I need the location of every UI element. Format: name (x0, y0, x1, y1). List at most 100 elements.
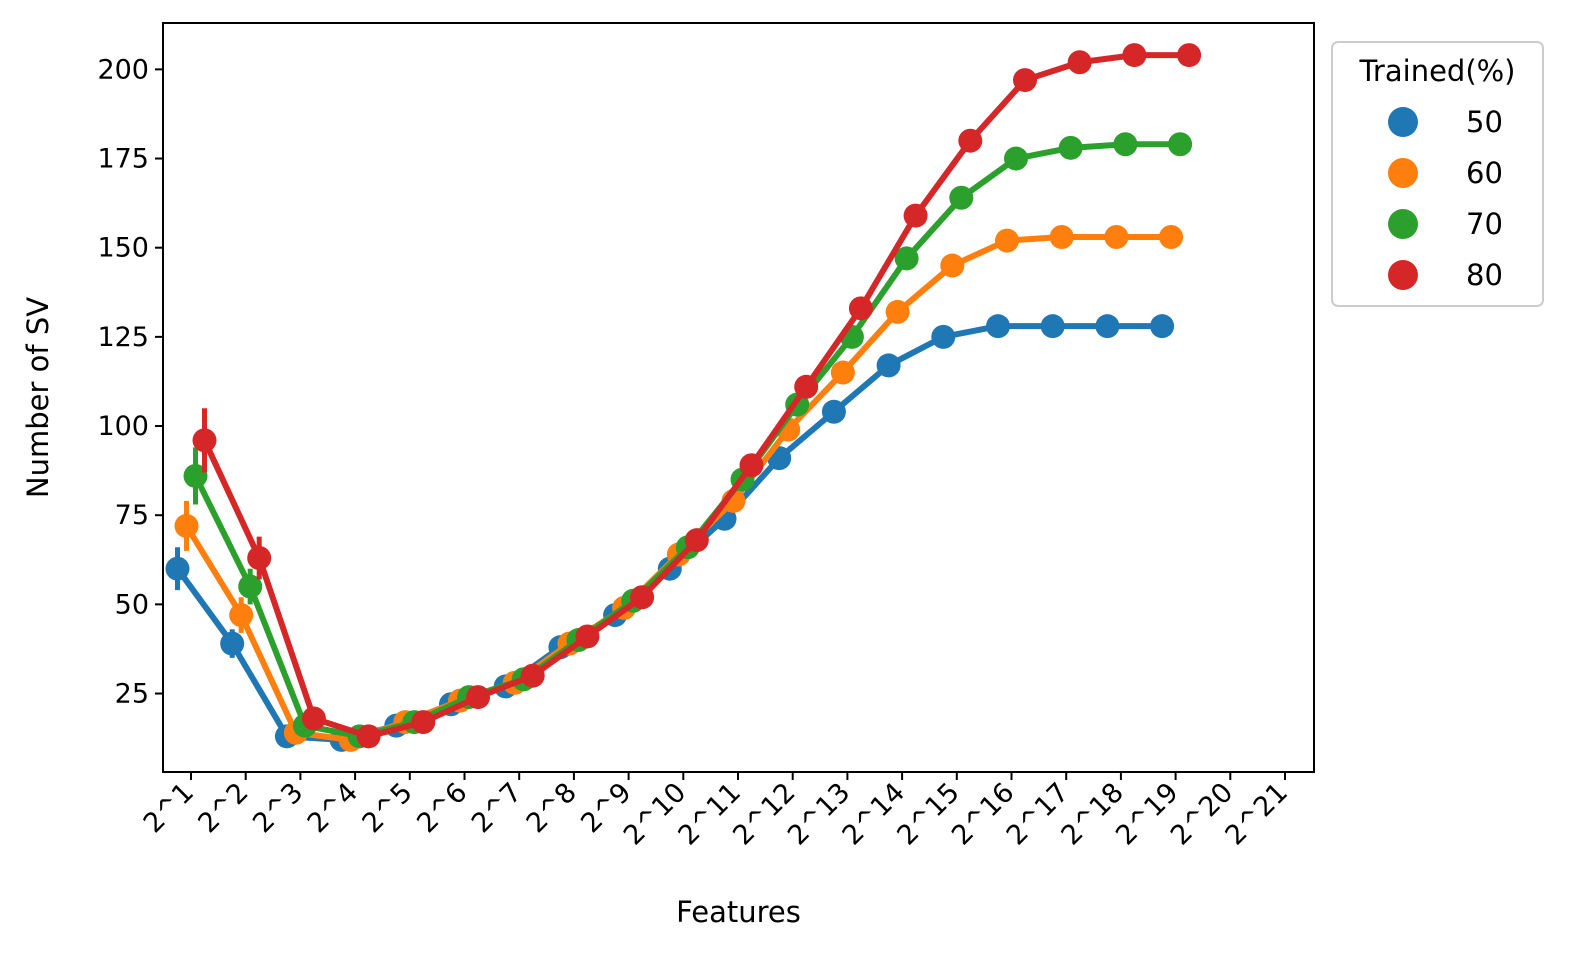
x-tick-label: 2^17 (1001, 777, 1075, 851)
legend-marker (1388, 158, 1418, 188)
data-point (411, 710, 436, 735)
y-tick-label: 125 (97, 322, 149, 353)
series-70 (183, 132, 1193, 749)
data-point (247, 546, 272, 570)
data-point (949, 185, 974, 210)
data-point (684, 528, 709, 553)
x-tick-label: 2^12 (727, 777, 801, 851)
data-point (165, 556, 190, 581)
x-tick-label: 2^4 (302, 777, 364, 839)
data-point (931, 324, 956, 349)
x-axis: 2^12^22^32^42^52^62^72^82^92^102^112^122… (138, 772, 1294, 851)
data-point (739, 453, 764, 478)
data-point (520, 663, 545, 688)
data-point (1168, 132, 1193, 157)
series-layer (165, 43, 1202, 752)
x-tick-label: 2^16 (946, 777, 1020, 851)
x-tick-label: 2^18 (1055, 777, 1129, 851)
x-tick-label: 2^5 (357, 777, 419, 839)
data-point (894, 246, 919, 271)
data-point (356, 724, 381, 749)
y-tick-label: 175 (97, 144, 149, 175)
x-tick-label: 2^7 (466, 777, 528, 839)
series-line (192, 141, 1181, 740)
series-line (183, 234, 1172, 743)
x-axis-label: Features (676, 895, 801, 929)
data-point (1150, 314, 1175, 339)
x-tick-label: 2^10 (618, 777, 692, 851)
legend-marker (1388, 260, 1418, 290)
y-tick-label: 150 (97, 233, 149, 264)
data-point (1067, 50, 1092, 75)
x-tick-label: 2^1 (138, 777, 200, 839)
data-point (1040, 314, 1065, 339)
legend-label: 60 (1466, 156, 1503, 190)
legend-label: 50 (1466, 105, 1503, 139)
y-tick-label: 25 (115, 679, 149, 710)
series-80 (192, 43, 1202, 749)
x-tick-label: 2^15 (891, 777, 965, 851)
data-point (821, 399, 846, 424)
data-point (1049, 225, 1074, 249)
y-tick-label: 100 (97, 411, 149, 442)
data-point (1095, 314, 1120, 339)
data-point (1177, 43, 1202, 68)
data-point (1004, 146, 1028, 171)
legend-item-60: 60 (1388, 156, 1503, 190)
data-point (940, 253, 965, 278)
data-point (885, 299, 910, 324)
data-point (238, 574, 263, 599)
data-point (794, 374, 819, 399)
x-tick-label: 2^14 (837, 777, 911, 851)
series-50 (165, 314, 1175, 752)
data-point (174, 513, 199, 538)
y-tick-label: 50 (115, 589, 149, 620)
legend-item-50: 50 (1388, 105, 1503, 139)
x-tick-label: 2^8 (521, 777, 583, 839)
x-tick-label: 2^21 (1220, 777, 1294, 851)
data-point (903, 203, 928, 228)
x-tick-label: 2^19 (1110, 777, 1184, 851)
data-point (301, 706, 326, 731)
data-point (1058, 135, 1083, 160)
legend-items: 50 60 70 80 (1388, 105, 1503, 292)
data-point (1159, 225, 1184, 249)
x-tick-label: 2^13 (782, 777, 856, 851)
data-point (1013, 68, 1037, 93)
data-point (876, 353, 901, 378)
series-line (175, 323, 1163, 743)
x-tick-label: 2^6 (411, 777, 473, 839)
legend-marker (1388, 107, 1418, 137)
legend-title: Trained(%) (1358, 54, 1515, 88)
legend: Trained(%) 50 60 70 80 (1331, 41, 1544, 307)
x-tick-label: 2^3 (247, 777, 309, 839)
data-point (1113, 132, 1138, 157)
data-point (466, 685, 490, 710)
data-point (986, 314, 1010, 339)
legend-item-80: 80 (1388, 258, 1503, 292)
series-60 (174, 225, 1184, 752)
data-point (575, 624, 600, 649)
plot-area-frame (162, 22, 1315, 773)
y-tick-label: 75 (115, 500, 149, 531)
legend-box (1331, 41, 1544, 307)
data-point (1122, 43, 1147, 68)
series-line (201, 52, 1190, 740)
data-point (958, 128, 983, 153)
data-point (1104, 225, 1129, 249)
x-tick-label: 2^11 (673, 777, 747, 851)
data-point (630, 585, 655, 610)
data-point (995, 228, 1019, 253)
data-point (229, 603, 254, 628)
data-point (220, 631, 245, 656)
y-axis: 25 50 75 100 125 150 175 200 (97, 54, 163, 710)
x-tick-label: 2^2 (192, 777, 254, 839)
data-point (830, 360, 855, 385)
data-point (183, 463, 208, 488)
data-point (848, 296, 873, 321)
legend-item-70: 70 (1388, 207, 1503, 241)
y-tick-label: 200 (97, 54, 149, 85)
legend-label: 70 (1466, 207, 1503, 241)
legend-marker (1388, 209, 1418, 239)
